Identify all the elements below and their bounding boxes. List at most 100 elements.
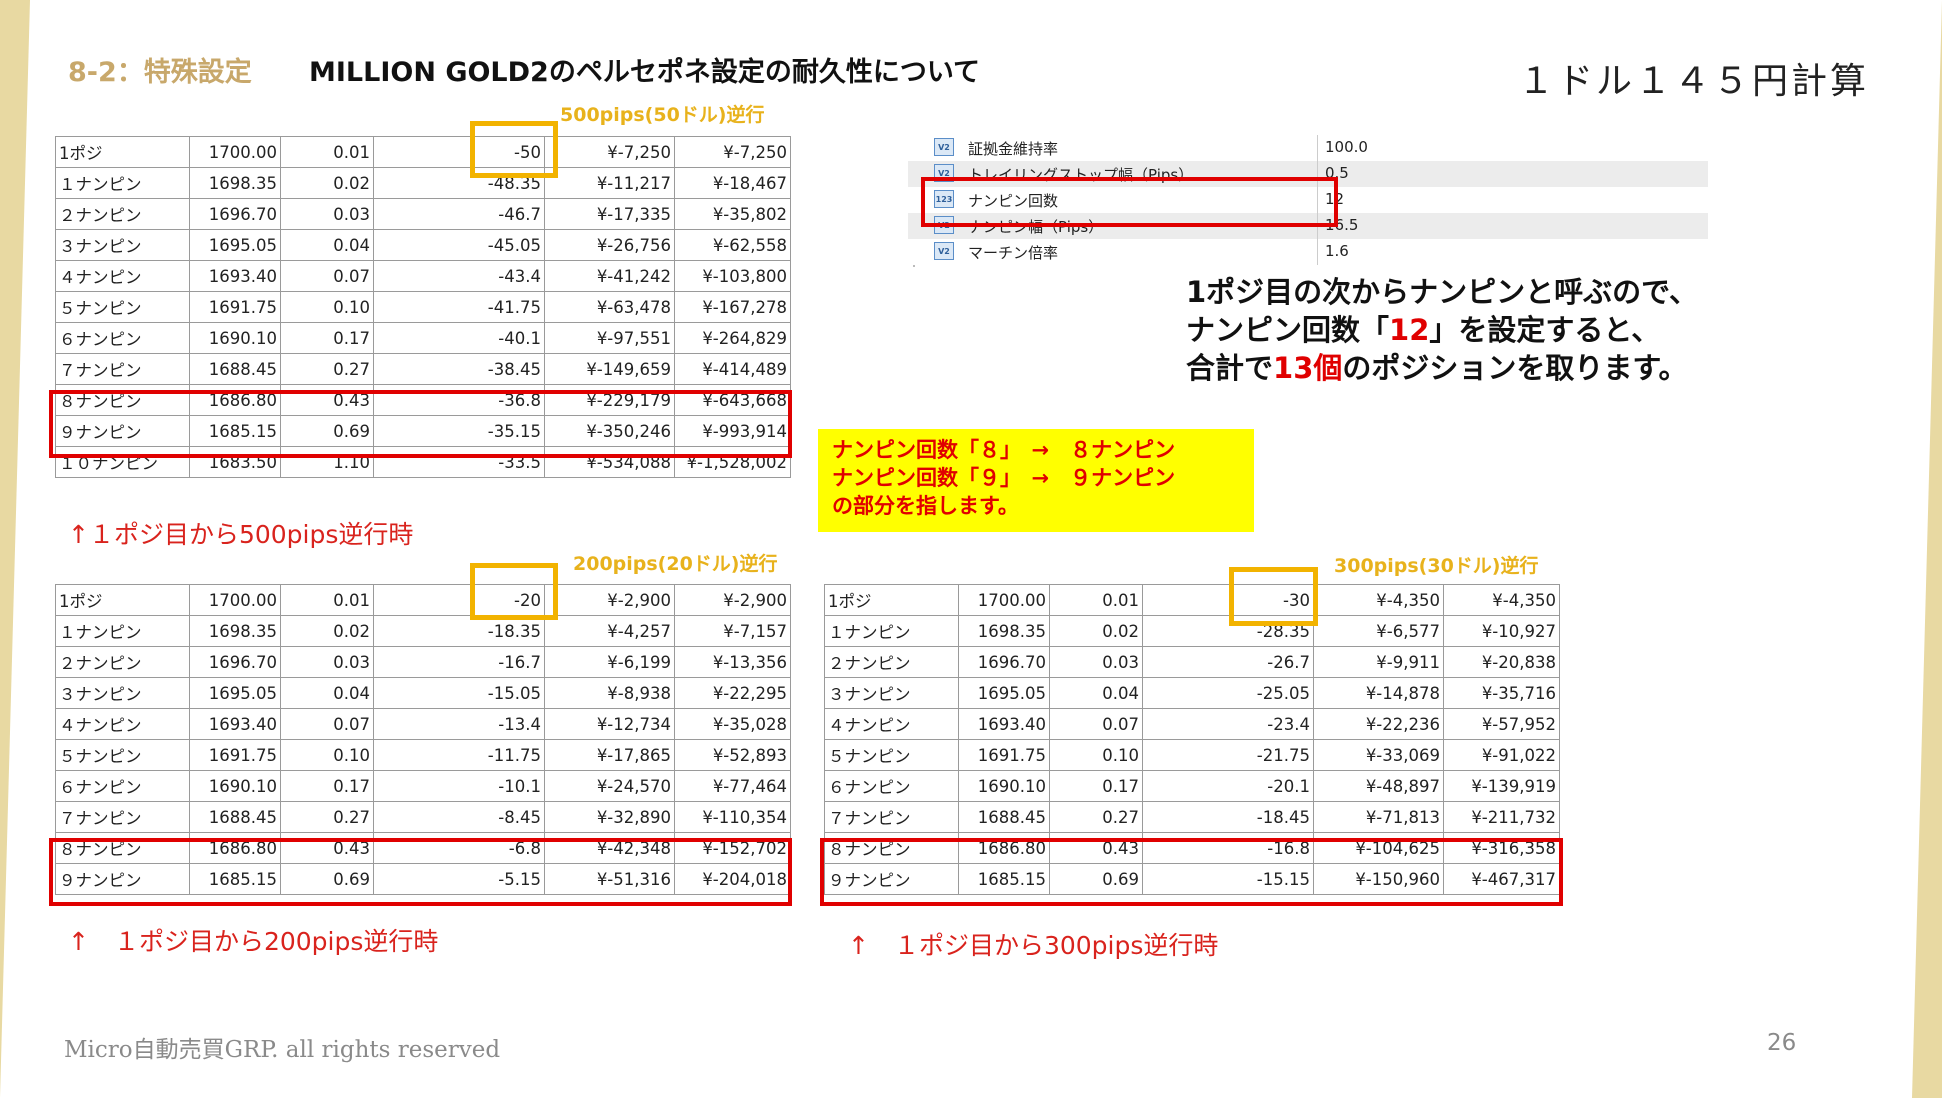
table-row: １ナンピン 1698.35 0.02 -18.35 ¥-4,257 ¥-7,157 xyxy=(55,615,791,647)
table-row: ８ナンピン 1686.80 0.43 -6.8 ¥-42,348 ¥-152,702 xyxy=(55,832,791,864)
settings-row[interactable]: V2 マーチン倍率 1.6 xyxy=(908,239,1708,265)
table-cell: 0.04 xyxy=(1049,677,1143,709)
settings-param-value[interactable]: 1.6 xyxy=(1325,242,1349,260)
table3-caption: ↑ １ポジ目から300pips逆行時 xyxy=(848,931,1219,960)
table-cell: ９ナンピン xyxy=(55,863,190,895)
decor-band-left xyxy=(0,0,30,1098)
table-cell: 1696.70 xyxy=(958,646,1050,678)
table-cell: ¥-35,802 xyxy=(674,198,791,230)
table-cell: 0.04 xyxy=(280,677,374,709)
settings-row[interactable]: V2 証拠金維持率 100.0 xyxy=(908,135,1708,161)
table-cell: ¥-35,716 xyxy=(1443,677,1560,709)
table-cell: 1698.35 xyxy=(189,167,281,199)
section-number: 8-2：特殊設定 xyxy=(68,57,252,88)
settings-row[interactable]: 123 ナンピン回数 12 xyxy=(908,187,1708,213)
table-cell: 1700.00 xyxy=(189,584,281,616)
table-cell: 0.07 xyxy=(1049,708,1143,740)
table3-label: 300pips(30ドル)逆行 xyxy=(1334,555,1539,577)
table-cell: ¥-2,900 xyxy=(544,584,675,616)
column-divider xyxy=(1317,135,1318,161)
table-cell: ４ナンピン xyxy=(55,260,190,292)
table-cell: ８ナンピン xyxy=(824,832,959,864)
explanation-text-part: 」を設定すると、 xyxy=(1429,313,1661,347)
explanation-text: 1ポジ目の次からナンピンと呼ぶので、 ナンピン回数「12」を設定すると、 合計で… xyxy=(1186,273,1698,387)
column-divider xyxy=(1317,239,1318,265)
table-cell: -5.15 xyxy=(373,863,545,895)
decor-band-right xyxy=(1912,0,1942,1098)
table-cell: -11.75 xyxy=(373,739,545,771)
table-cell: -16.7 xyxy=(373,646,545,678)
table-cell: 0.17 xyxy=(280,770,374,802)
table-cell: 0.43 xyxy=(280,384,374,416)
table-cell: -10.1 xyxy=(373,770,545,802)
table-cell: 0.02 xyxy=(280,167,374,199)
table-cell: -13.4 xyxy=(373,708,545,740)
table-cell: ¥-17,335 xyxy=(544,198,675,230)
table-row: １ナンピン 1698.35 0.02 -48.35 ¥-11,217 ¥-18,467 xyxy=(55,167,791,199)
table-row: ５ナンピン 1691.75 0.10 -21.75 ¥-33,069 ¥-91,022 xyxy=(824,739,1560,771)
parameter-type-icon: V2 xyxy=(934,138,954,156)
table-cell: ¥-10,927 xyxy=(1443,615,1560,647)
table-cell: 0.69 xyxy=(280,415,374,447)
column-divider xyxy=(1317,161,1318,187)
table1-label: 500pips(50ドル)逆行 xyxy=(560,104,765,126)
settings-param-value[interactable]: 16.5 xyxy=(1325,216,1359,234)
table-cell: ２ナンピン xyxy=(824,646,959,678)
table-row: 1ポジ 1700.00 0.01 -20 ¥-2,900 ¥-2,900 xyxy=(55,584,791,616)
table-cell: ¥-7,250 xyxy=(674,136,791,168)
table-cell: 1ポジ xyxy=(55,136,190,168)
table-cell: ¥-91,022 xyxy=(1443,739,1560,771)
table-cell: -18.35 xyxy=(373,615,545,647)
table-cell: -20.1 xyxy=(1142,770,1314,802)
table-cell: ４ナンピン xyxy=(55,708,190,740)
table-cell: 0.17 xyxy=(280,322,374,354)
table-cell: １０ナンピン xyxy=(55,446,190,478)
table-cell: 0.10 xyxy=(280,739,374,771)
table-cell: 0.10 xyxy=(280,291,374,323)
table-cell: ７ナンピン xyxy=(824,801,959,833)
table-cell: ¥-7,157 xyxy=(674,615,791,647)
table-cell: 0.17 xyxy=(1049,770,1143,802)
table-cell: 1685.15 xyxy=(189,863,281,895)
table-cell: ¥-24,570 xyxy=(544,770,675,802)
table-row: ５ナンピン 1691.75 0.10 -41.75 ¥-63,478 ¥-167,278 xyxy=(55,291,791,323)
table-row: ７ナンピン 1688.45 0.27 -38.45 ¥-149,659 ¥-414,489 xyxy=(55,353,791,385)
table-cell: ４ナンピン xyxy=(824,708,959,740)
table-cell: 1695.05 xyxy=(958,677,1050,709)
table-cell: ¥-204,018 xyxy=(674,863,791,895)
settings-param-value[interactable]: 100.0 xyxy=(1325,138,1368,156)
table-cell: ５ナンピン xyxy=(55,291,190,323)
explanation-text-part: のポジションを取ります。 xyxy=(1342,351,1688,385)
table-cell: -36.8 xyxy=(373,384,545,416)
table-cell: ¥-41,242 xyxy=(544,260,675,292)
table-cell: -38.45 xyxy=(373,353,545,385)
table-cell: -46.7 xyxy=(373,198,545,230)
explanation-line1: 1ポジ目の次からナンピンと呼ぶので、 xyxy=(1186,275,1699,309)
table-cell: ５ナンピン xyxy=(55,739,190,771)
table-cell: １ナンピン xyxy=(824,615,959,647)
table-cell: 1686.80 xyxy=(189,384,281,416)
highlight-box-yellow xyxy=(470,121,558,178)
table-cell: 1690.10 xyxy=(189,322,281,354)
explanation-text-part: 合計で xyxy=(1186,351,1274,385)
table-cell: ９ナンピン xyxy=(55,415,190,447)
parameter-type-icon: 123 xyxy=(934,190,954,208)
table-cell: ¥-139,919 xyxy=(1443,770,1560,802)
table-row: ４ナンピン 1693.40 0.07 -43.4 ¥-41,242 ¥-103,800 xyxy=(55,260,791,292)
table-cell: ¥-4,350 xyxy=(1313,584,1444,616)
table-cell: 1691.75 xyxy=(189,739,281,771)
table-cell: ¥-6,577 xyxy=(1313,615,1444,647)
table-cell: 0.03 xyxy=(280,646,374,678)
table-cell: 0.07 xyxy=(280,708,374,740)
settings-param-name: ナンピン幅（Pips） xyxy=(968,218,1104,236)
table-cell: ¥-71,813 xyxy=(1313,801,1444,833)
explanation-text-part: ナンピン回数「 xyxy=(1186,313,1390,347)
table-cell: 1685.15 xyxy=(958,863,1050,895)
table-cell: ¥-35,028 xyxy=(674,708,791,740)
table-row: ７ナンピン 1688.45 0.27 -8.45 ¥-32,890 ¥-110,354 xyxy=(55,801,791,833)
table-cell: -6.8 xyxy=(373,832,545,864)
table-cell: ¥-264,829 xyxy=(674,322,791,354)
table-row: ５ナンピン 1691.75 0.10 -11.75 ¥-17,865 ¥-52,893 xyxy=(55,739,791,771)
table-cell: ¥-2,900 xyxy=(674,584,791,616)
table-cell: ¥-52,893 xyxy=(674,739,791,771)
